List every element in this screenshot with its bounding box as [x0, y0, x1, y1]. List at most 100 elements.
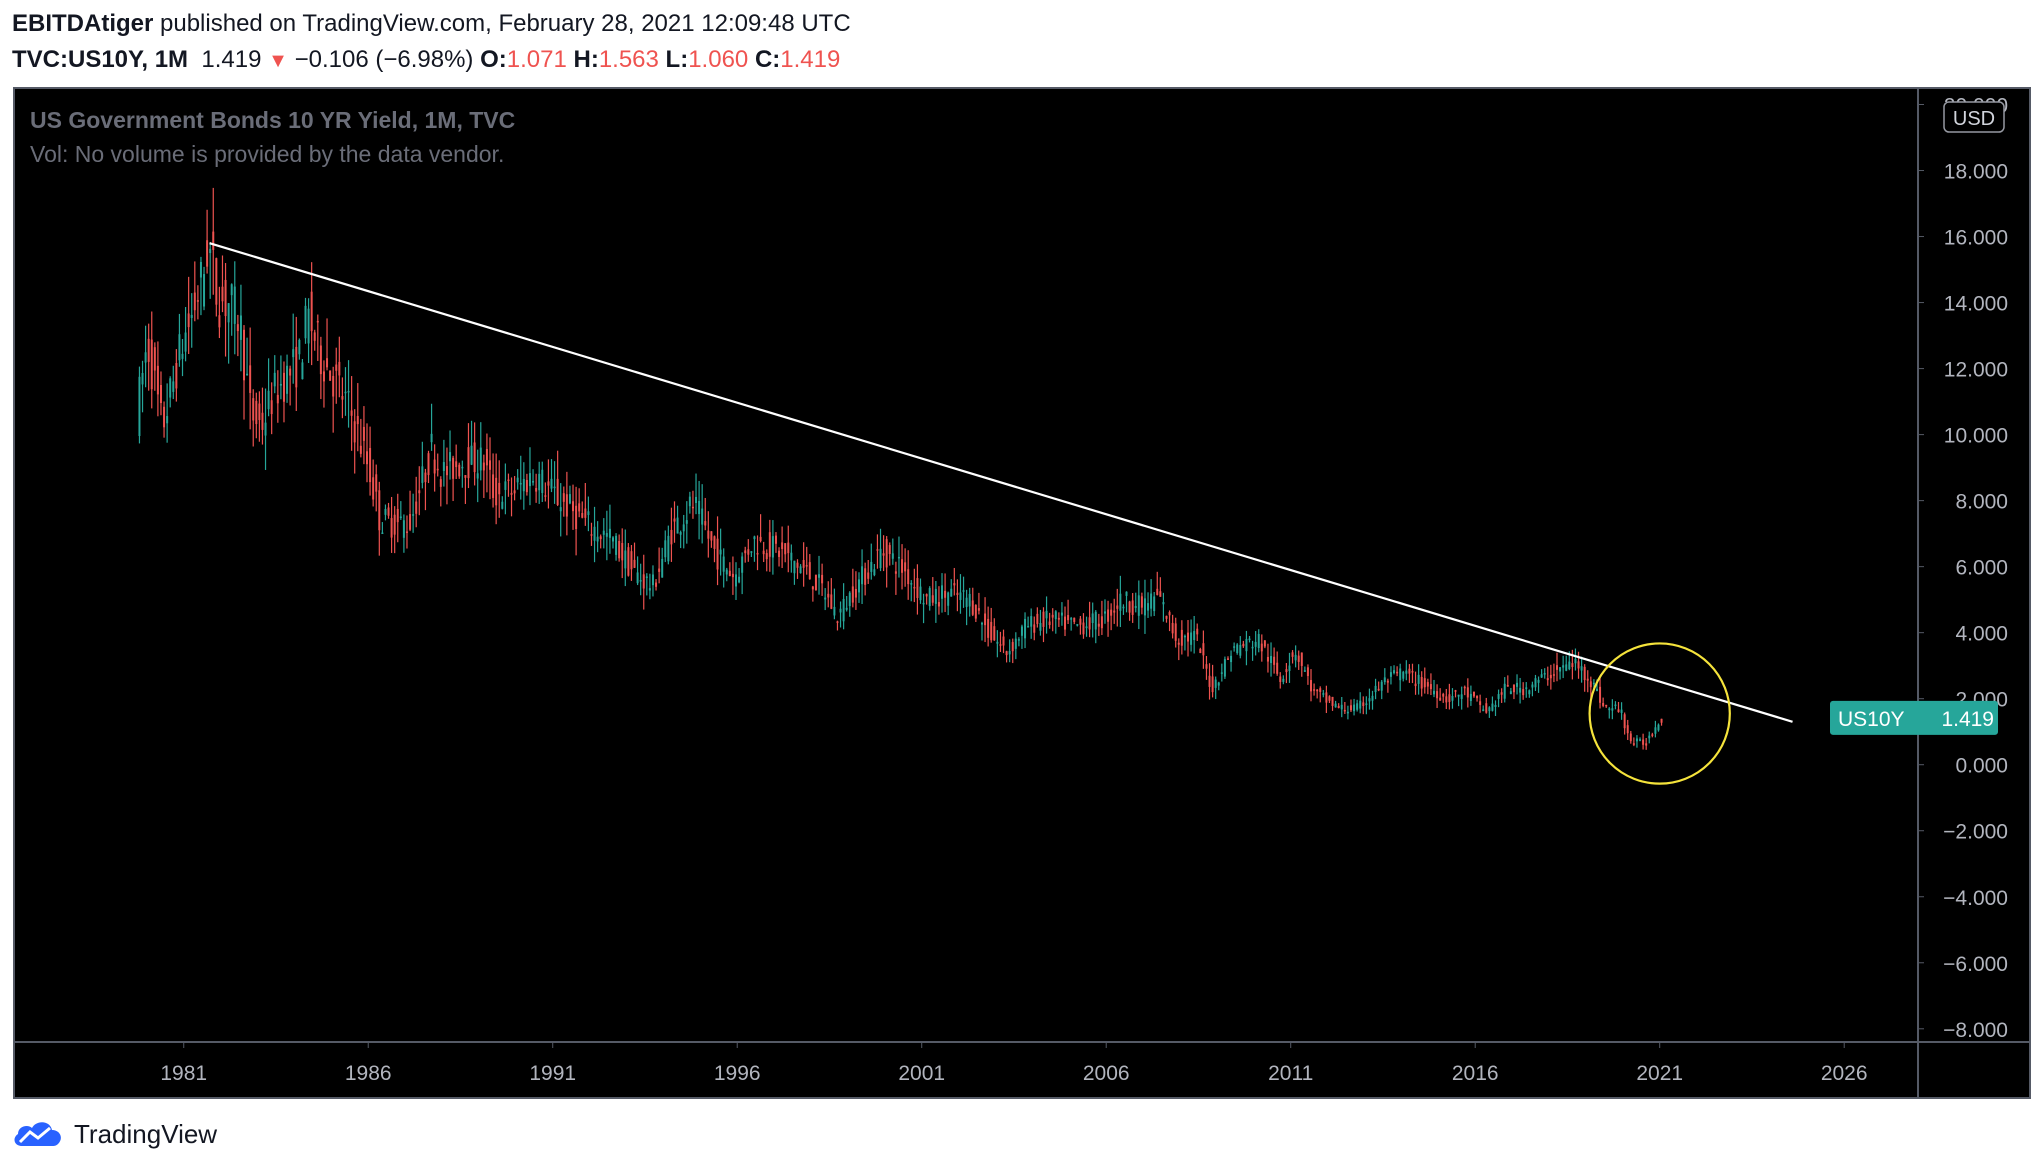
candle-body — [842, 598, 845, 622]
candle-body — [814, 574, 817, 591]
candle-body — [670, 529, 673, 545]
candle-body — [150, 339, 153, 390]
chart-header: EBITDAtiger published on TradingView.com… — [12, 6, 2032, 79]
currency-label: USD — [1953, 108, 1995, 130]
candle-body — [1150, 593, 1153, 609]
high-value: 1.563 — [598, 46, 659, 73]
candle-body — [768, 532, 771, 557]
candle-body — [405, 531, 408, 533]
candle-body — [562, 493, 565, 502]
candle-body — [1568, 661, 1571, 670]
currency-badge[interactable]: USD — [1943, 101, 2005, 133]
candle-body — [658, 568, 661, 572]
candle-body — [848, 592, 851, 607]
close-value: 1.419 — [780, 46, 841, 73]
candle-body — [818, 574, 821, 578]
candle-body — [750, 551, 753, 553]
candle-body — [292, 349, 295, 358]
candle-body — [602, 530, 605, 535]
candle-body — [1187, 632, 1190, 642]
candle-body — [787, 542, 790, 554]
candle-body — [402, 520, 405, 538]
candle-body — [934, 588, 937, 604]
candle-body — [473, 442, 476, 473]
candle-body — [249, 365, 252, 393]
published-text: published on TradingView.com, February 2… — [160, 10, 851, 37]
candle-body — [1045, 610, 1048, 619]
candle-body — [1116, 605, 1119, 609]
candle-body — [172, 381, 175, 392]
candle-body — [999, 644, 1002, 646]
candle-body — [1088, 617, 1091, 630]
candle-body — [1595, 688, 1598, 692]
candle-body — [572, 501, 575, 512]
candle-body — [974, 605, 977, 619]
candle-body — [891, 553, 894, 559]
candle-body — [636, 572, 639, 584]
candle-body — [941, 585, 944, 599]
candle-body — [1316, 689, 1319, 692]
candle-body — [153, 347, 156, 371]
candle-body — [1263, 640, 1266, 647]
candle-body — [547, 481, 550, 486]
candle-body — [159, 384, 162, 404]
price-axis-tick: 16.000 — [1944, 227, 2008, 250]
candle-body — [861, 566, 864, 585]
candle-body — [421, 466, 424, 483]
candle-body — [587, 511, 590, 516]
candle-body — [1494, 704, 1497, 708]
candle-body — [1546, 678, 1549, 681]
candle-body — [218, 315, 221, 328]
candle-body — [565, 494, 568, 517]
candle-body — [1060, 612, 1063, 616]
candle-body — [1100, 616, 1103, 629]
tradingview-logo[interactable]: TradingView — [12, 1118, 217, 1150]
candle-body — [1051, 614, 1054, 618]
candle-body — [1340, 704, 1343, 710]
price-axis-tick: −6.000 — [1943, 953, 2008, 976]
candle-body — [1002, 636, 1005, 646]
legend-title[interactable]: US Government Bonds 10 YR Yield, 1M, TVC — [30, 107, 515, 133]
time-axis[interactable]: 1981 1986 1991 1996 2001 2006 2011 2016 2021 2026 — [160, 1042, 1868, 1085]
price-axis-tick: 10.000 — [1944, 425, 2008, 448]
candle-body — [1408, 668, 1411, 674]
symbol-interval[interactable]: TVC:US10Y, 1M — [12, 46, 189, 73]
candle-body — [642, 574, 645, 589]
candle-body — [384, 508, 387, 515]
candle-body — [452, 457, 455, 479]
candle-body — [931, 595, 934, 603]
candle-body — [781, 542, 784, 549]
candle-body — [396, 508, 399, 523]
candle-body — [833, 606, 836, 616]
candle-body — [307, 308, 310, 344]
candle-body — [203, 274, 206, 307]
price-tag-box — [1830, 700, 1998, 735]
candle-body — [584, 508, 587, 518]
candle-body — [962, 590, 965, 592]
candle-body — [1516, 682, 1519, 687]
candle-body — [630, 551, 633, 570]
price-axis-tick: 4.000 — [1955, 623, 2008, 646]
candle-body — [298, 339, 301, 355]
highlight-circle[interactable] — [1588, 642, 1731, 785]
candle-body — [267, 390, 270, 410]
ohlc-line: TVC:US10Y, 1M 1.419 ▼ −0.106 (−6.98%) O:… — [12, 42, 2032, 79]
candle-body — [1079, 618, 1082, 625]
candle-body — [1260, 643, 1263, 652]
candle-body — [1552, 674, 1555, 676]
candle-body — [455, 461, 458, 468]
author-name[interactable]: EBITDAtiger — [12, 10, 154, 37]
candle-body — [1362, 702, 1365, 707]
candle-body — [1602, 702, 1605, 706]
chart-canvas[interactable]: 20.00018.00016.00014.00012.00010.0008.00… — [0, 84, 2042, 1102]
candle-body — [1162, 602, 1165, 605]
candle-body — [199, 261, 202, 278]
candle-body — [485, 449, 488, 466]
candle-body — [1331, 696, 1334, 706]
candle-body — [1076, 624, 1079, 626]
candle-body — [753, 536, 756, 540]
trendline[interactable] — [209, 242, 1793, 723]
candle-body — [1328, 696, 1331, 701]
candle-body — [295, 346, 298, 388]
price-axis[interactable]: 20.00018.00016.00014.00012.00010.0008.00… — [1918, 95, 2008, 1042]
